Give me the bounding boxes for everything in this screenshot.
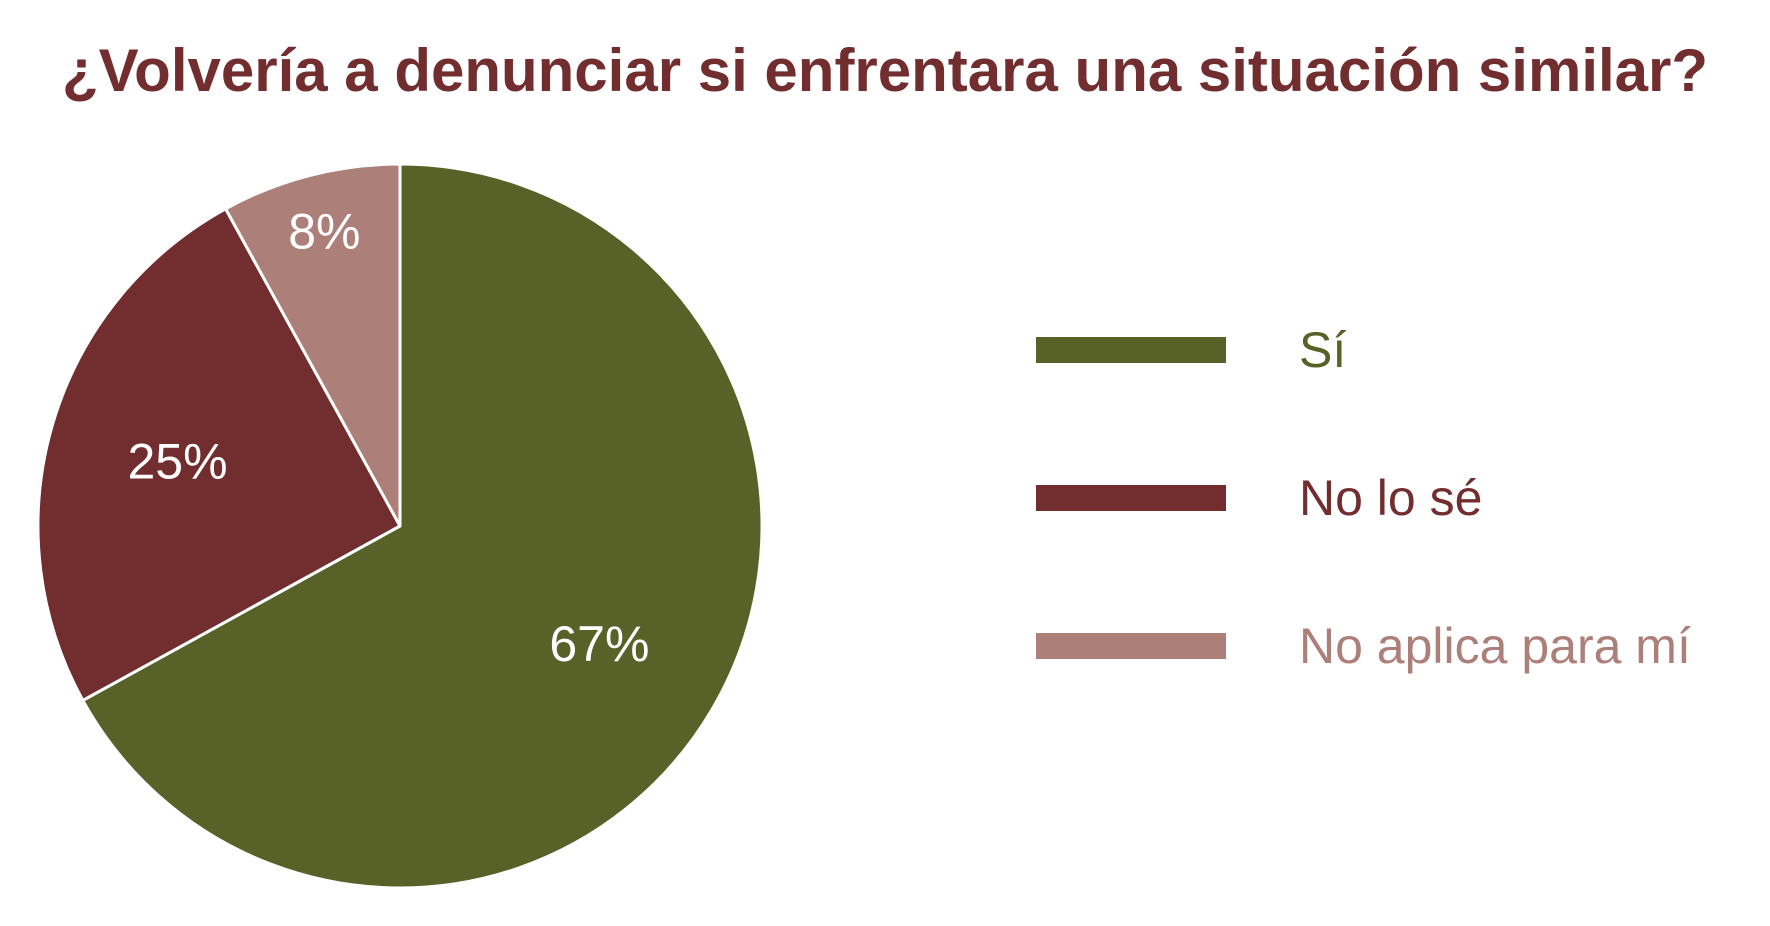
data-label-no-aplica: 8%	[288, 203, 360, 259]
legend-item-no-aplica: No aplica para mí	[1036, 616, 1736, 676]
legend-swatch-no-lo-se	[1036, 485, 1226, 511]
legend-label-no-lo-se: No lo sé	[1299, 470, 1483, 526]
legend-item-no-lo-se: No lo sé	[1036, 468, 1736, 528]
data-label-si: 67%	[549, 616, 649, 672]
legend-label-si: Sí	[1299, 322, 1347, 378]
pie-slice-no-aplica	[224, 162, 402, 528]
pie-slice-si	[81, 162, 764, 890]
data-label-no-lo-se: 25%	[127, 433, 227, 489]
chart-title: ¿Volvería a denunciar si enfrentara una …	[61, 37, 1709, 104]
legend-swatch-no-aplica	[1036, 633, 1226, 659]
pie-slice-no-lo-se	[36, 207, 402, 702]
legend-swatch-si	[1036, 337, 1226, 363]
legend-label-no-aplica: No aplica para mí	[1299, 618, 1691, 674]
legend-item-si: Sí	[1036, 320, 1736, 380]
pie-chart: 67% 25% 8%	[36, 162, 764, 890]
